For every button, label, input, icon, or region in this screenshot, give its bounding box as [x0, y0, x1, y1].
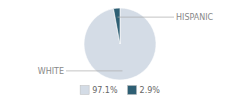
slice-label: WHITE [38, 67, 64, 76]
slice-label: HISPANIC [176, 13, 214, 22]
legend-label: 97.1% [92, 86, 118, 95]
chart: WHITE HISPANIC 97.1% 2.9% [0, 0, 240, 100]
legend-swatch [80, 86, 89, 95]
pie [84, 8, 156, 80]
legend-item: 97.1% [80, 86, 118, 95]
legend-item: 2.9% [128, 86, 161, 95]
leader-line [66, 70, 122, 71]
legend-label: 2.9% [140, 86, 161, 95]
legend: 97.1% 2.9% [80, 86, 160, 95]
pie-slice [113, 8, 120, 44]
legend-swatch [128, 86, 137, 95]
pie-slice [84, 8, 156, 80]
leader-line [118, 17, 174, 18]
annotations: WHITE HISPANIC [38, 13, 214, 76]
